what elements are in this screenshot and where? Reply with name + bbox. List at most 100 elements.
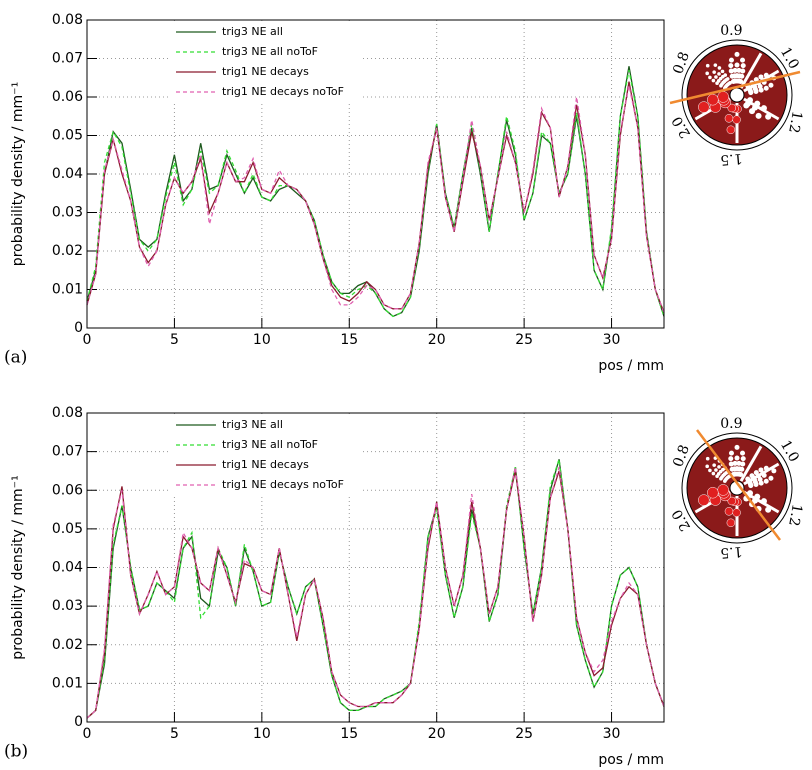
y-tick-label: 0.06: [52, 482, 83, 498]
y-tick-label: 0.01: [52, 675, 83, 691]
y-tick-label: 0.07: [52, 444, 83, 460]
legend-label: trig1 NE decays noToF: [222, 478, 344, 491]
inset-hole: [705, 464, 709, 469]
inset-hole: [723, 73, 728, 77]
inset-hole: [728, 63, 734, 69]
y-tick-label: 0.05: [52, 128, 83, 144]
inset-hole: [717, 465, 721, 469]
inset-hole: [724, 507, 734, 516]
y-tick-label: 0.04: [52, 166, 83, 182]
x-tick-label: 20: [428, 726, 446, 742]
panel-label: (b): [4, 742, 28, 762]
inset-hole: [714, 75, 718, 79]
y-tick-label: 0.03: [52, 598, 83, 614]
y-tick-label: 0.08: [52, 405, 83, 421]
y-tick-label: 0.03: [52, 205, 83, 221]
inset-hole: [753, 88, 759, 94]
inset-hole: [726, 125, 736, 135]
data-line: [86, 81, 665, 313]
inset-hole: [763, 72, 769, 78]
inset-hole: [734, 455, 740, 461]
inset-hole: [758, 87, 764, 93]
x-tick-label: 15: [340, 726, 358, 742]
x-tick-label: 15: [340, 332, 358, 348]
inset-hole: [732, 67, 738, 73]
legend-label: trig3 NE all: [222, 418, 283, 431]
inset-hole: [728, 68, 734, 74]
inset-hole: [728, 57, 734, 63]
x-axis-label: pos / mm: [598, 358, 664, 374]
legend-box: [170, 415, 360, 497]
inset-hole: [708, 468, 712, 473]
plot-frame: [86, 412, 665, 723]
inset-spoke: [739, 445, 763, 482]
inset-hole: [740, 63, 746, 69]
y-tick-label: 0.02: [52, 243, 83, 259]
inset-hole: [732, 115, 741, 124]
inset-hole: [758, 74, 764, 80]
inset-hole: [708, 75, 712, 80]
inset-hole: [707, 486, 719, 499]
inset-label: 0.8: [670, 443, 693, 469]
inset-hole: [728, 456, 734, 462]
y-tick-label: 0.08: [52, 12, 83, 28]
inset-hole: [734, 51, 740, 57]
inset-hole: [740, 461, 746, 467]
data-line: [86, 466, 665, 719]
inset-label: 1.5: [720, 543, 744, 561]
inset-hole: [732, 508, 741, 517]
inset-hole: [740, 68, 746, 74]
inset-label: 1.2: [785, 110, 805, 135]
inset-hole: [717, 91, 729, 103]
x-tick-label: 0: [83, 726, 92, 742]
inset-hole: [724, 114, 734, 123]
inset-label: 1.5: [720, 150, 744, 168]
inset-hole: [698, 101, 710, 113]
inset-hole: [740, 57, 746, 63]
inset-hole: [738, 471, 744, 477]
inset-hole: [763, 465, 769, 471]
inset-hole: [711, 471, 716, 476]
x-axis-label: pos / mm: [598, 752, 664, 768]
inset-hole: [707, 93, 719, 106]
legend-label: trig3 NE all noToF: [222, 438, 318, 451]
inset-spoke: [739, 52, 763, 89]
inset-hole: [761, 472, 767, 478]
x-tick-label: 5: [170, 332, 179, 348]
inset-hole: [732, 460, 738, 466]
inset-hole: [760, 105, 767, 112]
inset-hole: [738, 78, 744, 84]
inset-hole: [768, 82, 774, 88]
inset-hole: [720, 69, 725, 74]
y-tick-label: 0: [74, 320, 83, 336]
inset-hole: [712, 70, 716, 74]
inset-hole: [755, 112, 762, 119]
inset-hole: [749, 108, 756, 115]
x-tick-label: 10: [253, 332, 271, 348]
legend-label: trig1 NE decays noToF: [222, 85, 344, 98]
inset-hole: [758, 480, 764, 486]
x-tick-label: 30: [603, 726, 621, 742]
y-axis-label: probability density / mm⁻¹: [10, 475, 26, 659]
inset-hole: [763, 478, 769, 484]
inset-label: 0.8: [670, 50, 693, 76]
inset-hole: [736, 67, 742, 73]
inset-hole: [739, 73, 745, 79]
x-tick-label: 0: [83, 332, 92, 348]
inset-hole: [753, 481, 759, 487]
y-axis-label: probability density / mm⁻¹: [10, 82, 26, 266]
inset-hole: [711, 78, 716, 83]
y-tick-label: 0.05: [52, 521, 83, 537]
x-tick-label: 25: [515, 332, 533, 348]
inset-label: 0.9: [720, 416, 742, 432]
inset-hole: [728, 461, 734, 467]
inset-hole: [725, 77, 730, 81]
inset-label: 1.2: [785, 503, 805, 528]
inset-hole: [768, 475, 774, 481]
inset-hole: [705, 63, 710, 68]
inset-cut: [696, 429, 781, 541]
legend-label: trig1 NE decays: [222, 65, 309, 78]
inset-hole: [771, 468, 777, 474]
inset-hole: [705, 71, 709, 76]
